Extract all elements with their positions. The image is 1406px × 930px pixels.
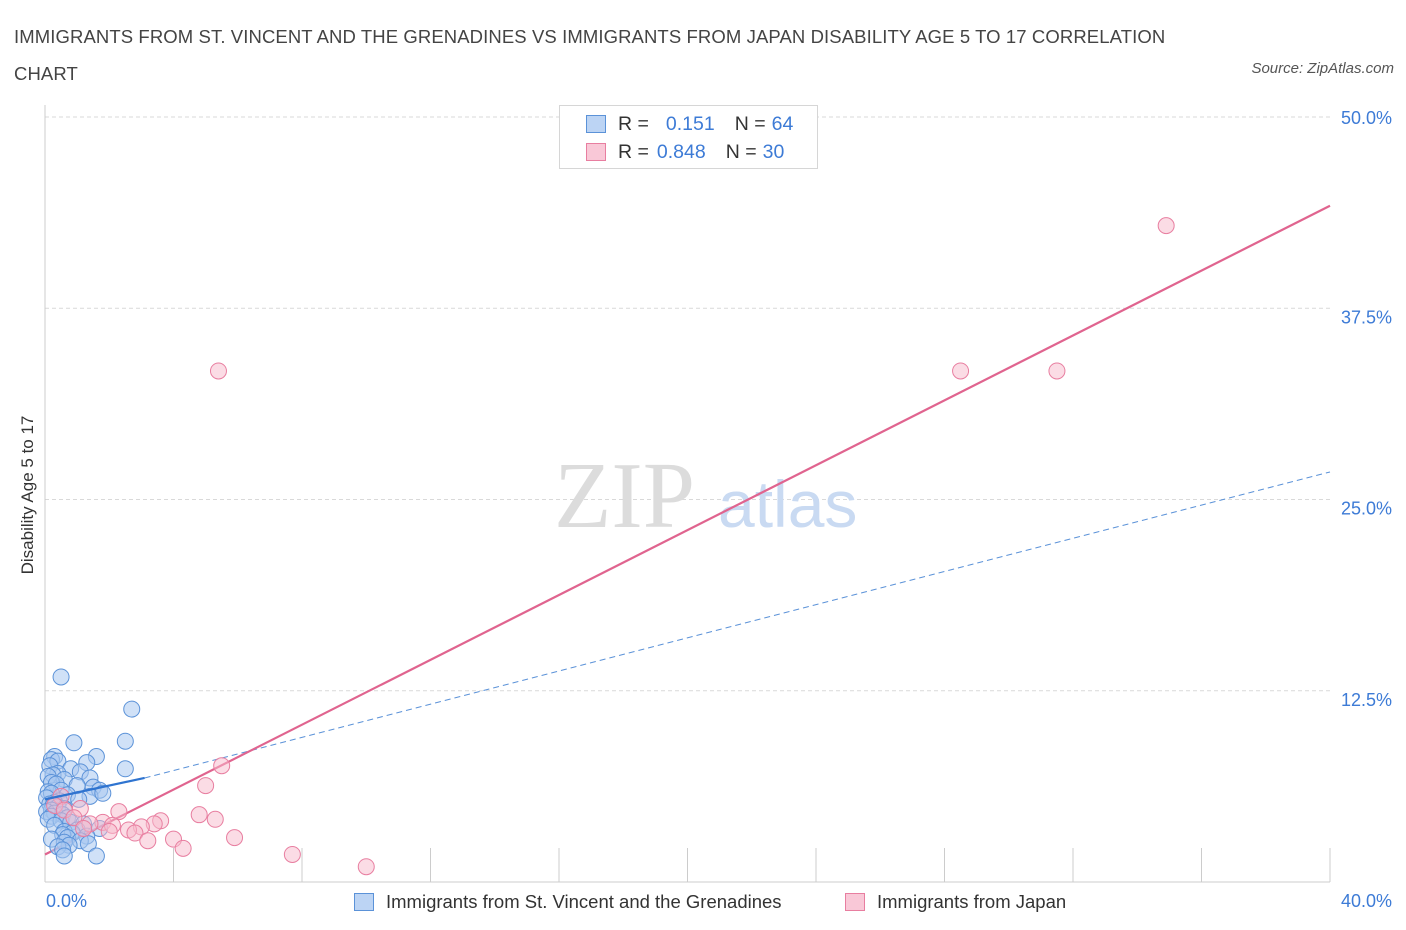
legend-row-japan: R = 0.848 N = 30 (586, 141, 784, 163)
bottom-legend-japan: Immigrants from Japan (845, 890, 1066, 914)
y-axis-title: Disability Age 5 to 17 (18, 415, 37, 575)
japan-point (357, 858, 375, 876)
legend-series-label: Immigrants from St. Vincent and the Gren… (386, 891, 782, 912)
axis-layer (44, 105, 1331, 883)
chart-title: IMMIGRANTS FROM ST. VINCENT AND THE GREN… (14, 26, 1166, 84)
legend-r-value: 0.848 (656, 140, 706, 163)
japan-point (209, 362, 227, 380)
y-tick-label: 37.5% (1341, 307, 1392, 327)
japan-point (213, 757, 231, 775)
legend-r-label: R = (618, 140, 649, 163)
japan-point (190, 806, 208, 824)
japan-point (65, 809, 83, 827)
legend-swatch-blue (354, 893, 374, 911)
legend-n-label: N = (725, 140, 757, 163)
japan-point (1157, 217, 1175, 235)
japan-point (174, 839, 192, 857)
point-layer (38, 217, 1175, 876)
vincent-point (123, 700, 141, 718)
japan-point (226, 829, 244, 847)
bottom-legend-vincent: Immigrants from St. Vincent and the Gren… (354, 890, 782, 914)
legend-r-value: 0.151 (665, 112, 715, 135)
watermark: ZIP atlas (554, 444, 857, 548)
trend-layer (44, 204, 1331, 856)
japan-point (206, 810, 224, 828)
tick-label-layer: 12.5% 25.0% 37.5% 50.0% 0.0% 40.0% (46, 108, 1392, 911)
y-tick-label: 12.5% (1341, 690, 1392, 710)
vincent-point (94, 784, 112, 802)
legend-row-vincent: R = 0.151 N = 64 (586, 113, 793, 135)
japan-point (110, 803, 128, 821)
japan-point (139, 832, 157, 850)
grid-layer (45, 116, 1330, 692)
japan-point (126, 824, 144, 842)
japan-point (283, 845, 301, 863)
japan-trend-line (44, 204, 1331, 856)
japan-point (952, 362, 970, 380)
japan-point (75, 819, 93, 837)
vincent-point (116, 760, 134, 778)
vincent-point (55, 847, 73, 865)
japan-point (197, 777, 215, 795)
source-label: Source: ZipAtlas.com (1251, 60, 1394, 77)
legend-r-label: R = (618, 112, 649, 135)
vincent-point (65, 734, 83, 752)
legend-swatch-pink (586, 143, 606, 161)
japan-point (1048, 362, 1066, 380)
japan-point (100, 823, 118, 841)
x-tick-label: 40.0% (1341, 891, 1392, 911)
vincent-point (52, 668, 70, 686)
y-tick-label: 25.0% (1341, 499, 1392, 519)
y-tick-label: 50.0% (1341, 108, 1392, 128)
vincent-point (79, 835, 97, 853)
legend-n-value: 30 (762, 140, 785, 163)
legend-n-value: 64 (771, 112, 794, 135)
vincent-trend-solid (44, 776, 145, 801)
legend-series-label: Immigrants from Japan (877, 891, 1067, 912)
vincent-trend-dashed (144, 471, 1331, 779)
watermark-zip: ZIP (554, 444, 695, 548)
vincent-point (116, 732, 134, 750)
x-tick-label: 0.0% (46, 891, 87, 911)
legend-swatch-blue (586, 115, 606, 133)
legend-swatch-pink (845, 893, 865, 911)
correlation-legend: R = 0.151 N = 64 R = 0.848 N = 30 (559, 105, 818, 169)
legend-n-label: N = (734, 112, 766, 135)
vincent-point (87, 847, 105, 865)
